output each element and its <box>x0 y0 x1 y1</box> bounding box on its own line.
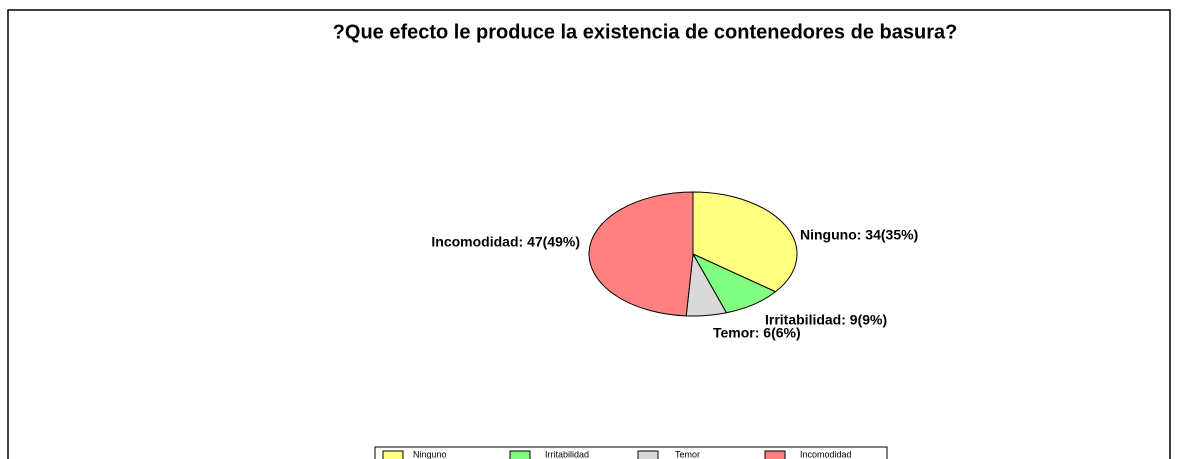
legend-label: Incomodidad <box>800 449 852 459</box>
frame <box>7 9 1171 459</box>
legend-swatch <box>509 450 531 459</box>
legend-label: Temor <box>675 449 700 459</box>
legend-swatch <box>637 450 659 459</box>
pie-slice <box>588 191 694 317</box>
legend-box <box>374 446 888 459</box>
legend-swatch <box>764 450 786 459</box>
legend-swatch <box>382 450 404 459</box>
slice-label: Temor: 6(6%) <box>713 325 801 341</box>
legend-label: Irritabilidad <box>545 449 589 459</box>
slice-label: Irritabilidad: 9(9%) <box>765 312 887 328</box>
chart-title: ?Que efecto le produce la existencia de … <box>333 21 958 43</box>
pie-slice <box>692 191 798 293</box>
slice-label: Ninguno: 34(35%) <box>800 227 918 243</box>
slice-label: Incomodidad: 47(49%) <box>431 234 580 250</box>
legend-label: Ninguno <box>413 449 447 459</box>
